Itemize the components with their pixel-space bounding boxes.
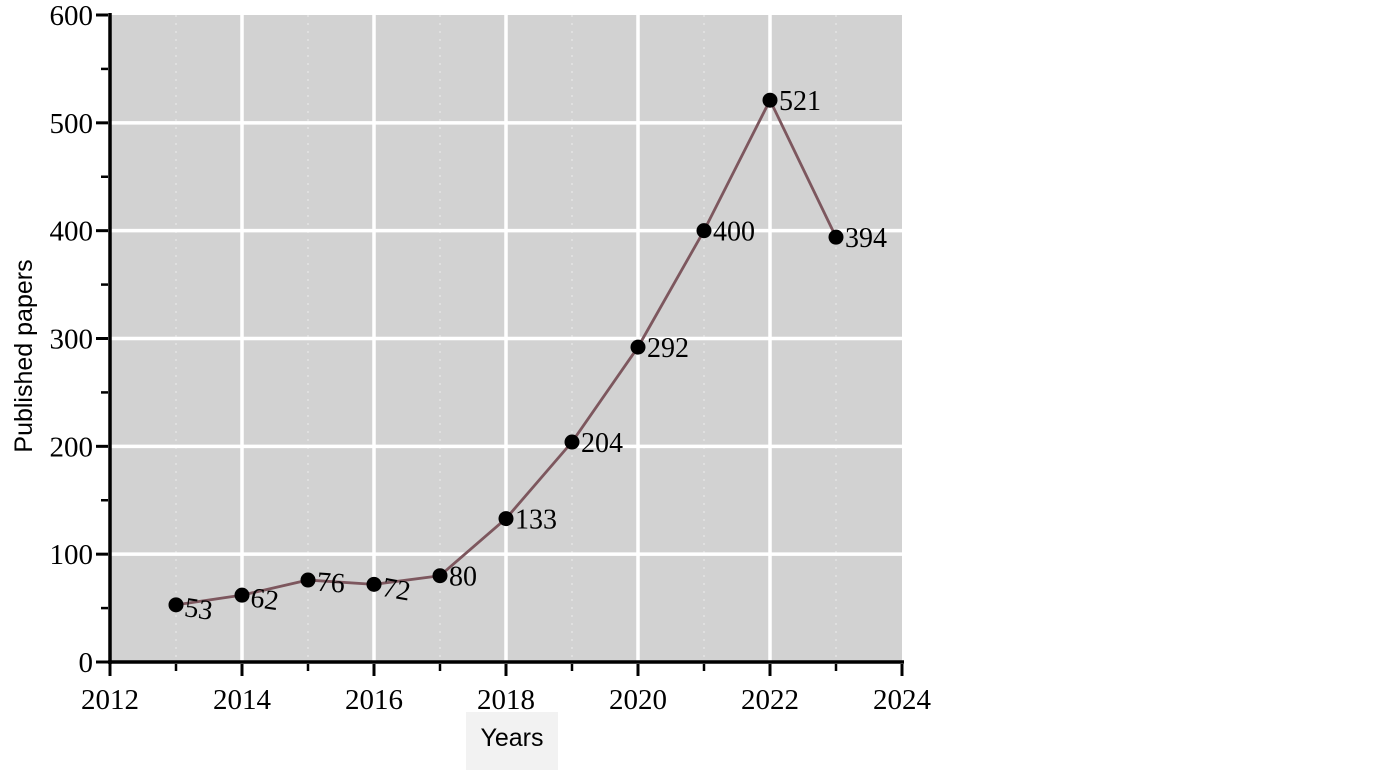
data-point-label: 62 <box>249 583 281 618</box>
x-tick-label: 2014 <box>213 684 272 716</box>
data-point-marker <box>234 587 250 603</box>
data-point-label: 133 <box>515 505 557 536</box>
x-tick-label: 2012 <box>81 684 139 716</box>
data-point-marker <box>630 339 646 355</box>
data-point-marker <box>762 92 778 108</box>
x-axis-title-box: Years <box>466 712 558 770</box>
x-axis-title-underlay <box>466 712 558 770</box>
x-tick-label: 2024 <box>873 684 932 716</box>
data-point-label: 76 <box>316 567 346 600</box>
y-tick-label: 0 <box>79 647 94 679</box>
data-point-marker <box>498 511 514 527</box>
x-tick-label: 2016 <box>345 684 403 716</box>
data-point-marker <box>366 576 382 592</box>
x-axis-title: Years <box>480 724 544 752</box>
data-point-label: 72 <box>380 572 413 607</box>
data-point-label: 80 <box>449 562 477 593</box>
data-point-marker <box>300 572 316 588</box>
data-point-label: 292 <box>647 333 689 364</box>
data-point-marker <box>564 434 580 450</box>
y-tick-label: 200 <box>50 431 94 463</box>
data-point-marker <box>432 568 448 584</box>
data-point-marker <box>696 223 712 239</box>
x-tick-label: 2022 <box>741 684 799 716</box>
data-point-label: 521 <box>779 86 821 117</box>
y-tick-label: 500 <box>50 108 94 140</box>
data-point-label: 53 <box>183 592 215 627</box>
y-tick-label: 300 <box>50 324 94 356</box>
x-tick-label: 2018 <box>477 684 535 716</box>
data-point-marker <box>168 597 184 613</box>
data-point-label: 394 <box>845 223 887 254</box>
y-tick-label: 100 <box>50 539 94 571</box>
data-point-label: 204 <box>581 428 623 459</box>
data-point-label: 400 <box>713 217 755 248</box>
y-tick-label: 600 <box>50 0 94 32</box>
x-tick-label: 2020 <box>609 684 667 716</box>
y-axis-title: Published papers <box>10 259 38 453</box>
data-point-marker <box>828 229 844 245</box>
y-tick-label: 400 <box>50 216 94 248</box>
